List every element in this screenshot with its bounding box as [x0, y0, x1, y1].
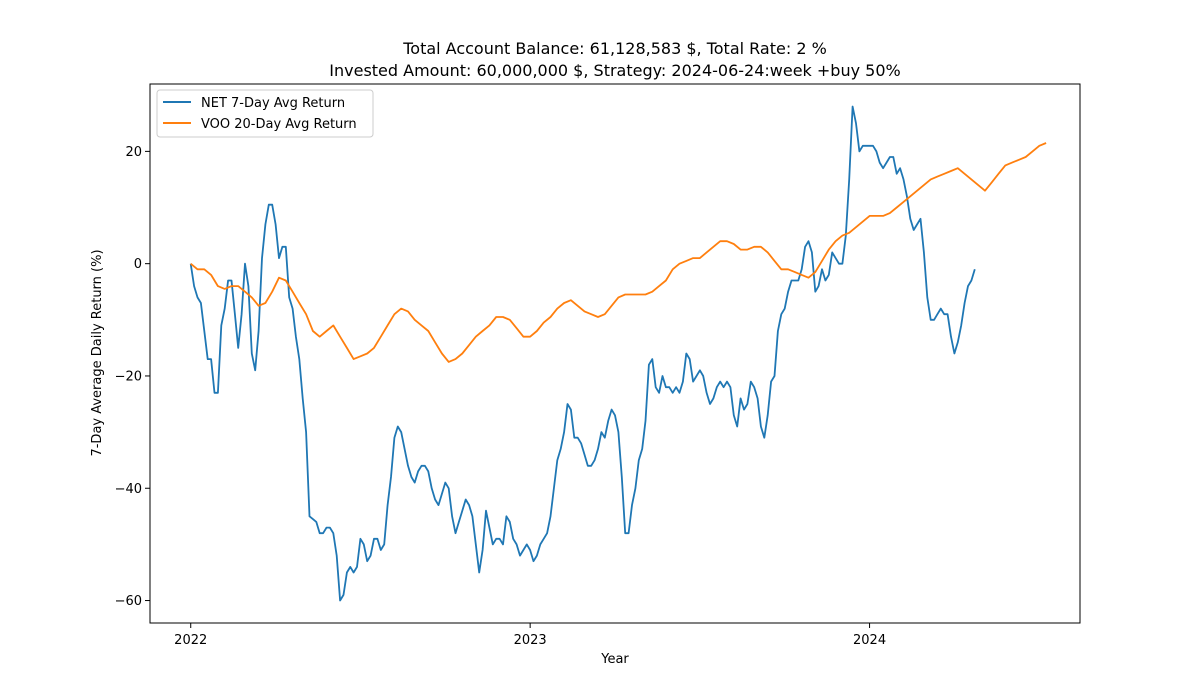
chart-title-line-2: Invested Amount: 60,000,000 $, Strategy:…	[329, 61, 900, 80]
y-tick-label: −40	[115, 482, 142, 497]
legend-label-voo: VOO 20-Day Avg Return	[201, 117, 357, 132]
legend-box	[156, 89, 374, 138]
plot-frame	[149, 83, 1081, 624]
legend: NET 7-Day Avg Return VOO 20-Day Avg Retu…	[156, 89, 374, 138]
series-layer	[189, 105, 1047, 602]
legend-label-net: NET 7-Day Avg Return	[201, 96, 345, 111]
y-tick-label: 0	[134, 257, 142, 272]
x-tick-label: 2022	[174, 633, 207, 648]
x-tick-label: 2024	[853, 633, 886, 648]
y-tick-label: −60	[115, 594, 142, 609]
series-line-net	[189, 105, 976, 602]
x-axis-label: Year	[600, 652, 629, 667]
y-axis-ticks: 20 0 −20 −40 −60	[115, 145, 150, 609]
y-tick-label: 20	[125, 145, 142, 160]
series-line-voo	[190, 142, 1047, 363]
plot-area	[150, 84, 1080, 623]
y-tick-label: −20	[115, 369, 142, 384]
y-axis-label: 7-Day Average Daily Return (%)	[90, 249, 105, 456]
x-axis-ticks: 2022 2023 2024	[174, 623, 886, 648]
x-tick-label: 2023	[514, 633, 547, 648]
chart-title-line-1: Total Account Balance: 61,128,583 $, Tot…	[402, 39, 827, 58]
